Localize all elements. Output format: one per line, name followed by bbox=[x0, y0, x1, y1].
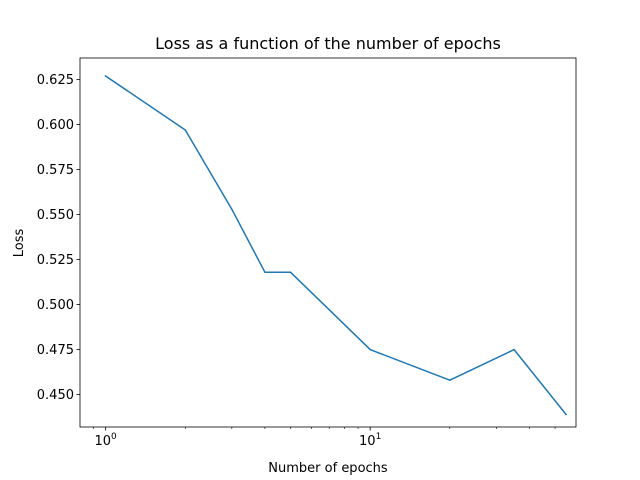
y-tick-label: 0.600 bbox=[37, 118, 74, 133]
data-point bbox=[231, 208, 233, 210]
data-point bbox=[289, 271, 292, 273]
y-tick-label: 0.450 bbox=[37, 388, 74, 403]
y-tick-label: 0.625 bbox=[37, 73, 74, 88]
series-line-0 bbox=[104, 74, 568, 416]
y-tick-label: 0.500 bbox=[37, 298, 74, 313]
y-axis-label: Loss bbox=[12, 229, 27, 258]
data-point bbox=[369, 348, 371, 351]
plot-area bbox=[104, 74, 568, 416]
y-tick-label: 0.475 bbox=[37, 343, 74, 358]
data-point bbox=[264, 271, 266, 273]
data-point bbox=[449, 379, 451, 381]
x-axis-label: Number of epochs bbox=[268, 461, 388, 476]
y-axis: 0.450 0.475 0.500 0.525 0.550 0.575 0.600 0.625 bbox=[37, 73, 80, 403]
y-tick-label: 0.525 bbox=[37, 253, 74, 268]
axes-frame bbox=[79, 57, 577, 428]
x-axis: 100 101 bbox=[93, 427, 556, 449]
x-tick-label: 100 bbox=[94, 432, 117, 449]
y-tick-label: 0.550 bbox=[37, 208, 74, 223]
data-point bbox=[104, 75, 107, 77]
x-tick-label: 101 bbox=[359, 432, 381, 449]
y-tick-label: 0.575 bbox=[37, 163, 74, 178]
data-point bbox=[184, 129, 187, 131]
data-point bbox=[565, 413, 567, 416]
data-point bbox=[513, 348, 515, 351]
chart-title: Loss as a function of the number of epoc… bbox=[155, 34, 501, 53]
